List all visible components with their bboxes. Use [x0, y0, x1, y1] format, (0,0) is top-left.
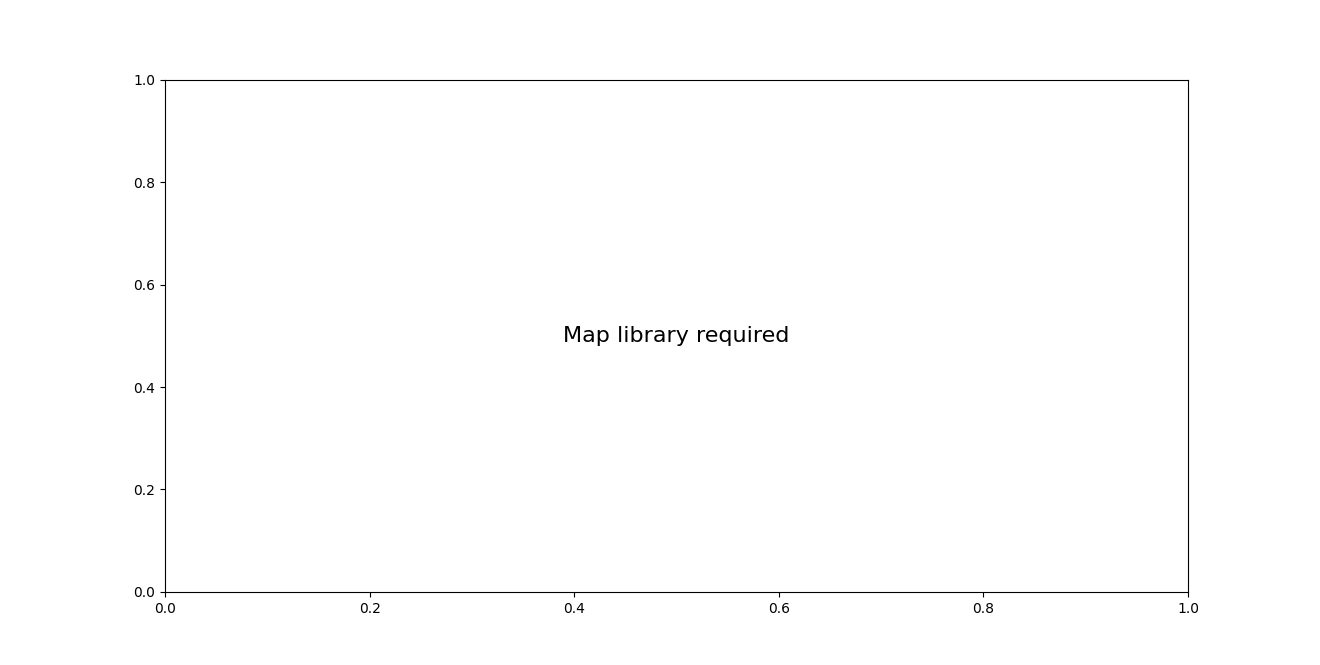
- Text: Map library required: Map library required: [564, 326, 789, 346]
